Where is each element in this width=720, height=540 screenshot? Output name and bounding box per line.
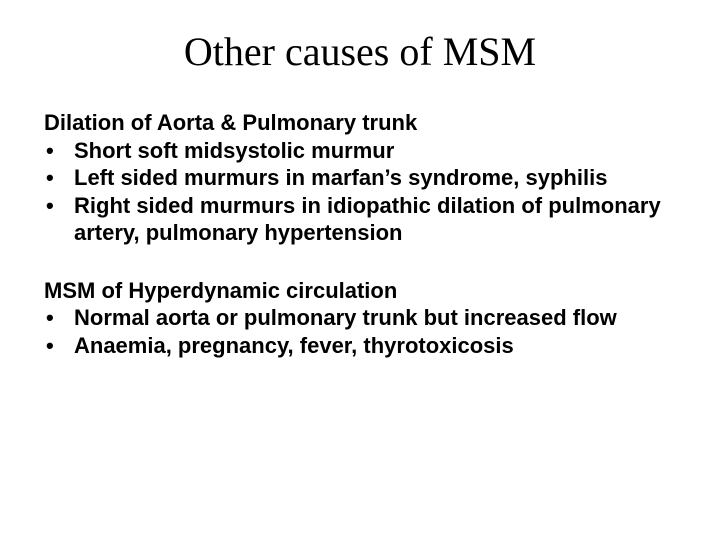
slide-title: Other causes of MSM: [44, 28, 676, 75]
list-item: Left sided murmurs in marfan’s syndrome,…: [44, 164, 676, 192]
list-item: Right sided murmurs in idiopathic dilati…: [44, 192, 676, 247]
list-item: Normal aorta or pulmonary trunk but incr…: [44, 304, 676, 332]
section-2-heading: MSM of Hyperdynamic circulation: [44, 277, 676, 305]
section-1-bullets: Short soft midsystolic murmur Left sided…: [44, 137, 676, 247]
list-item: Short soft midsystolic murmur: [44, 137, 676, 165]
section-2-bullets: Normal aorta or pulmonary trunk but incr…: [44, 304, 676, 359]
list-item: Anaemia, pregnancy, fever, thyrotoxicosi…: [44, 332, 676, 360]
slide: Other causes of MSM Dilation of Aorta & …: [0, 0, 720, 540]
section-1-heading: Dilation of Aorta & Pulmonary trunk: [44, 109, 676, 137]
